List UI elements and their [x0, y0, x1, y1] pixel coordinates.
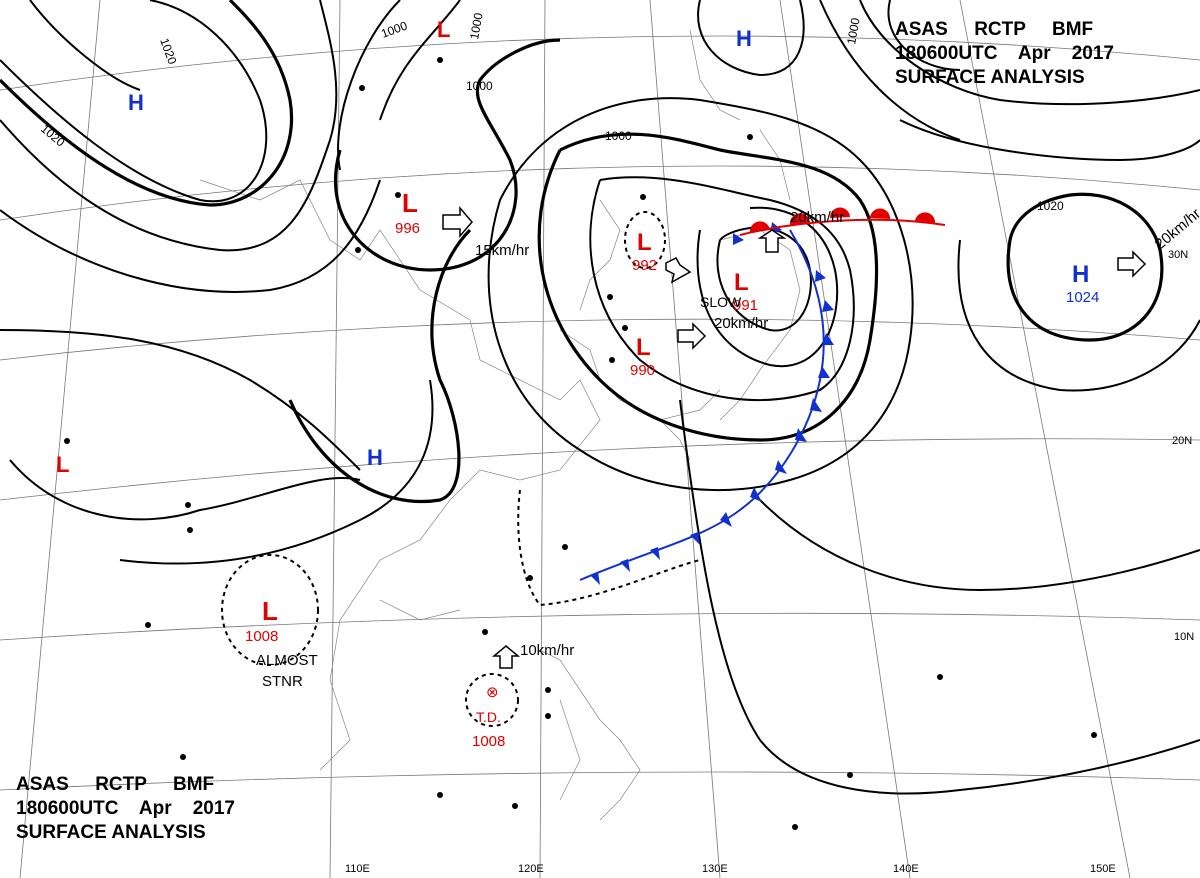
low-pressure-value: 990: [630, 362, 655, 379]
low-symbol: L: [56, 452, 69, 477]
annotation-line: ALMOST: [256, 652, 318, 669]
lat-label: 30N: [1168, 249, 1188, 261]
low-symbol: L: [637, 229, 652, 256]
lon-label: 150E: [1090, 863, 1116, 875]
header-year: 2017: [1071, 43, 1115, 64]
isobar-label: 1020: [1037, 199, 1064, 213]
high-symbol: H: [1072, 261, 1089, 288]
isobar-label: 1000: [844, 16, 862, 45]
header-line-2: 180600UTC Apr 2017: [895, 42, 1114, 66]
header-month: Apr: [138, 798, 172, 819]
isobar-label: 1000: [466, 79, 493, 93]
warm-front: [739, 207, 946, 236]
low-pressure-value: 996: [395, 220, 420, 237]
header-agency: ASAS: [895, 19, 948, 40]
high-symbol: H: [736, 26, 752, 51]
tropical-depression-symbol: ⊗: [486, 684, 499, 701]
header-month: Apr: [1017, 43, 1051, 64]
header-code: BMF: [1052, 19, 1094, 40]
isobar-label: 1020: [157, 36, 179, 66]
lon-label: 110E: [345, 863, 370, 875]
isobar-label: 1020: [38, 122, 68, 150]
low-pressure-value: 991: [733, 297, 758, 314]
low-pressure-value: 1008: [245, 628, 278, 645]
lat-label: 20N: [1172, 435, 1192, 447]
low-symbol: L: [402, 188, 418, 218]
header-line-1: ASAS RCTP BMF: [16, 773, 235, 797]
low-symbol: L: [734, 269, 749, 296]
chart-header-bottom: ASAS RCTP BMF 180600UTC Apr 2017 SURFACE…: [16, 773, 235, 845]
low-pressure-value: 992: [632, 257, 657, 274]
dashed-circulations: [221, 211, 701, 727]
header-year: 2017: [192, 798, 236, 819]
low-symbol: L: [437, 17, 450, 42]
motion-label: SLOW: [700, 294, 742, 310]
station-plots: [64, 57, 1097, 830]
motion-label: 20km/hr: [1152, 205, 1200, 253]
coastlines: [199, 29, 801, 821]
isobars: [0, 0, 1200, 795]
motion-label: 20km/hr: [790, 209, 844, 226]
chart-header-top: ASAS RCTP BMF 180600UTC Apr 2017 SURFACE…: [895, 18, 1114, 90]
header-line-3: SURFACE ANALYSIS: [16, 822, 206, 843]
header-time: 180600UTC: [895, 43, 998, 64]
lon-label: 140E: [893, 863, 919, 875]
motion-arrows: [442, 205, 1147, 669]
annotation-line: STNR: [262, 673, 303, 690]
header-station: RCTP: [974, 19, 1026, 40]
header-code: BMF: [173, 774, 215, 795]
isobar-label: 1000: [605, 129, 632, 143]
low-symbol: L: [262, 596, 278, 626]
header-line-3: SURFACE ANALYSIS: [895, 67, 1085, 88]
isobar-label: 1000: [467, 11, 485, 40]
header-line-1: ASAS RCTP BMF: [895, 18, 1114, 42]
high-symbol: H: [367, 445, 383, 470]
header-time: 180600UTC: [16, 798, 119, 819]
motion-label: 20km/hr: [714, 315, 768, 332]
header-agency: ASAS: [16, 774, 69, 795]
header-station: RCTP: [95, 774, 147, 795]
high-pressure-value: 1024: [1066, 289, 1099, 306]
motion-text: 15km/hr 20km/hr 20km/hr 20km/hr 10km/hr …: [256, 205, 1200, 690]
isobar-label: 1000: [379, 18, 409, 40]
coordinate-labels: 30N 20N 10N 110E 120E 130E 140E 150E: [345, 249, 1194, 875]
pressure-centers: L 996 L 992 L 991 L 990 L 1008 H 1024 L …: [56, 17, 1099, 750]
lat-label: 10N: [1174, 631, 1194, 643]
motion-label: 15km/hr: [475, 242, 529, 259]
high-symbol: H: [128, 90, 144, 115]
lon-label: 120E: [518, 863, 544, 875]
motion-label: 10km/hr: [520, 642, 574, 659]
tropical-depression-label: T.D.: [476, 709, 501, 725]
lon-label: 130E: [702, 863, 728, 875]
header-line-2: 180600UTC Apr 2017: [16, 797, 235, 821]
tropical-depression-value: 1008: [472, 733, 505, 750]
cold-front: [579, 222, 834, 585]
low-symbol: L: [636, 334, 651, 361]
